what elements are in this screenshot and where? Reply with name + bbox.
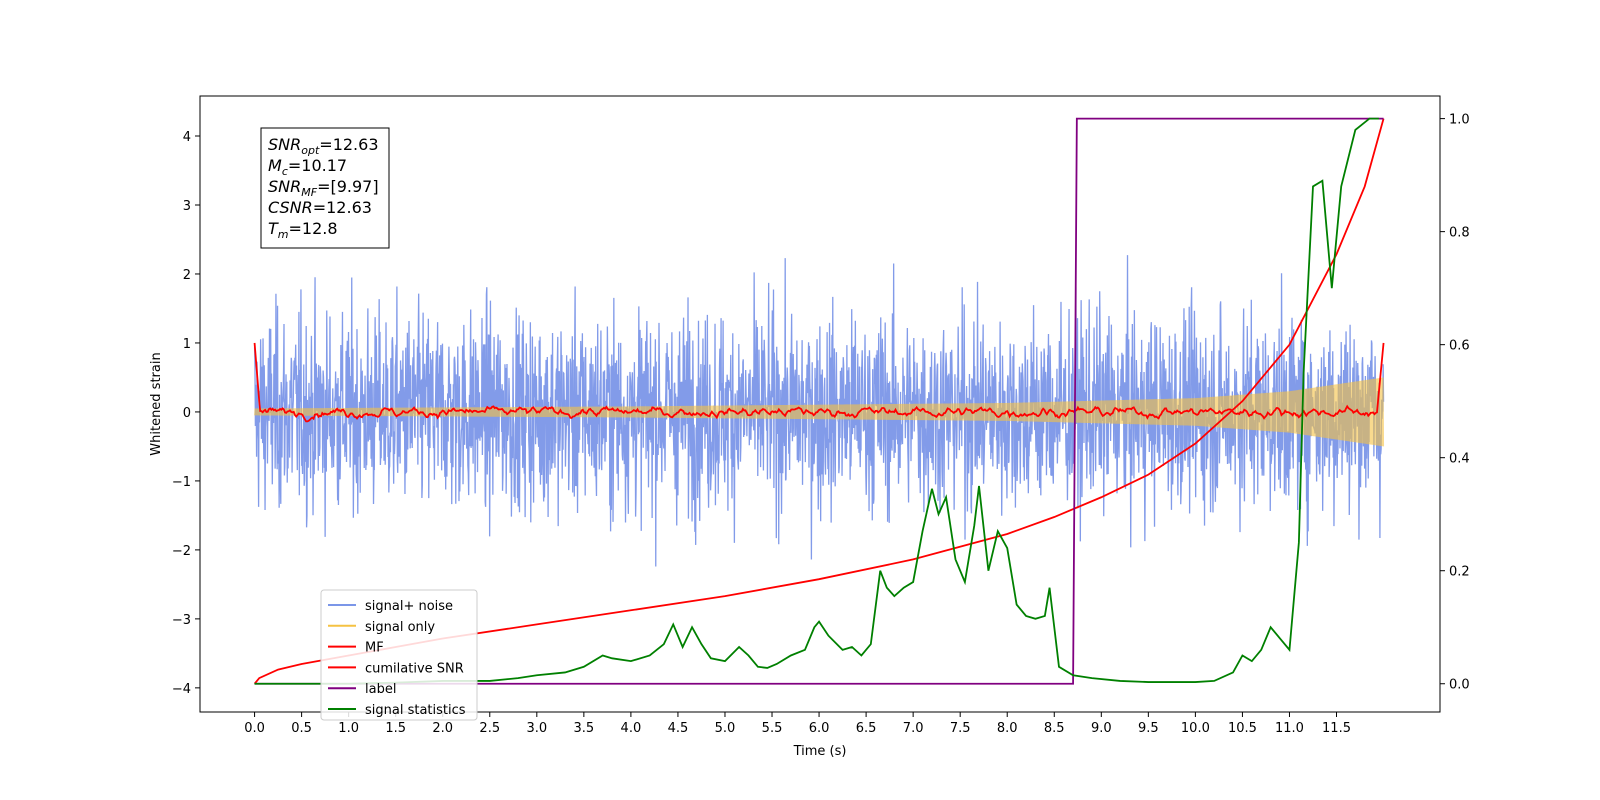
label-line	[254, 117, 1384, 685]
right-tick-label: 0.6	[1449, 339, 1470, 354]
y-tick-label: 0	[183, 406, 191, 421]
y-tick-label: −4	[172, 682, 191, 697]
y-tick-label: −3	[172, 613, 191, 628]
annotation-line: Mc=10.17	[268, 156, 347, 178]
y-tick-label: −1	[172, 475, 191, 490]
y-axis-label: Whitened strain	[149, 352, 164, 455]
x-axis-label: Time (s)	[793, 744, 847, 759]
legend-frame	[320, 589, 478, 721]
x-tick-label: 8.5	[1044, 721, 1065, 736]
y-tick-label: 1	[183, 337, 191, 352]
annotation-box: SNRopt=12.63Mc=10.17SNRMF=[9.97]CSNR=12.…	[260, 127, 390, 249]
legend-entry-label: signal+ noise	[365, 599, 453, 614]
annotation-line: SNRopt=12.63	[268, 135, 379, 157]
x-tick-label: 0.5	[291, 721, 312, 736]
right-tick-label: 0.0	[1449, 678, 1470, 693]
right-tick-label: 1.0	[1449, 113, 1470, 128]
x-tick-label: 1.0	[338, 721, 359, 736]
x-tick-label: 8.0	[997, 721, 1018, 736]
x-tick-label: 1.5	[385, 721, 406, 736]
legend-entry-label: MF	[365, 641, 384, 656]
right-axis-ticks: 1.0 0.8 0.6 0.4 0.2 0.0	[1440, 113, 1470, 693]
x-tick-label: 11.5	[1322, 721, 1351, 736]
legend: signal+ noise signal only MF cumilative SNR…	[320, 589, 478, 721]
x-tick-label: 7.0	[903, 721, 924, 736]
y-tick-label: −2	[172, 544, 191, 559]
annotation-line: Tm=12.8	[268, 219, 338, 241]
x-tick-label: 9.0	[1091, 721, 1112, 736]
x-tick-label: 10.5	[1228, 721, 1257, 736]
plot-frame	[199, 95, 1441, 713]
x-tick-label: 5.5	[762, 721, 783, 736]
y-axis-ticks: 4 3 2 1 0 −1 −2 −3 −4	[172, 130, 200, 697]
mf-line	[253, 342, 1385, 423]
annotation-line: SNRMF=[9.97]	[268, 177, 379, 199]
x-tick-label: 3.0	[526, 721, 547, 736]
right-tick-label: 0.4	[1449, 452, 1470, 467]
x-axis-ticks: 0.0 0.5 1.0 1.5 2.0 2.5 3.0 3.5 4.0 4.5 5.0 5.5 6.0 6…	[244, 712, 1351, 736]
right-tick-label: 0.2	[1449, 565, 1470, 580]
legend-entry-label: signal statistics	[365, 703, 466, 718]
signal-only-line	[254, 377, 1385, 447]
x-tick-label: 0.0	[244, 721, 265, 736]
x-tick-label: 11.0	[1275, 721, 1304, 736]
y-tick-label: 2	[183, 268, 191, 283]
x-tick-label: 2.5	[479, 721, 500, 736]
legend-entry-label: label	[365, 682, 396, 697]
x-tick-label: 4.0	[621, 721, 642, 736]
x-tick-label: 5.0	[715, 721, 736, 736]
annotation-line: CSNR=12.63	[268, 198, 372, 217]
y-tick-label: 4	[183, 130, 191, 145]
x-tick-label: 10.0	[1181, 721, 1210, 736]
y-tick-label: 3	[183, 199, 191, 214]
x-tick-label: 4.5	[668, 721, 689, 736]
right-tick-label: 0.8	[1449, 226, 1470, 241]
signal-statistics-line	[254, 117, 1379, 685]
x-tick-label: 6.0	[809, 721, 830, 736]
x-tick-label: 3.5	[574, 721, 595, 736]
x-tick-label: 6.5	[856, 721, 877, 736]
x-tick-label: 2.0	[432, 721, 453, 736]
x-tick-label: 9.5	[1138, 721, 1159, 736]
legend-entry-label: signal only	[365, 620, 435, 635]
legend-entry-label: cumilative SNR	[365, 661, 464, 676]
x-tick-label: 7.5	[950, 721, 971, 736]
